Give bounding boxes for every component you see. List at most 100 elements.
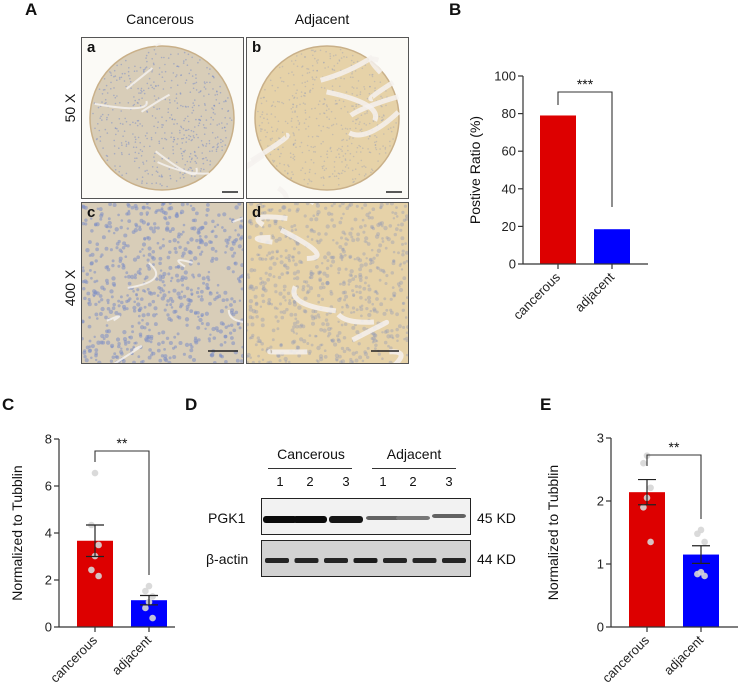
nucleus (136, 288, 140, 292)
nucleus (102, 89, 105, 91)
nucleus (184, 117, 187, 120)
nucleus (157, 84, 160, 87)
nucleus (158, 73, 161, 76)
nucleus (111, 355, 116, 360)
nucleus (226, 123, 228, 125)
nucleus (216, 283, 220, 287)
nucleus (190, 139, 193, 142)
nucleus (313, 50, 316, 53)
nucleus (97, 106, 100, 109)
nucleus (240, 235, 243, 240)
nucleus (329, 289, 333, 293)
nucleus (172, 152, 175, 155)
nucleus (141, 220, 146, 225)
nucleus (197, 315, 200, 319)
nucleus (141, 242, 147, 247)
nucleus (323, 169, 326, 171)
nucleus (383, 330, 388, 334)
nucleus (329, 146, 332, 149)
nucleus (203, 133, 206, 135)
nucleus (292, 255, 295, 259)
band-actin (294, 558, 319, 563)
stroma (125, 67, 154, 90)
nucleus (180, 254, 185, 258)
nucleus (181, 158, 184, 160)
nucleus (270, 302, 274, 306)
nucleus (117, 344, 121, 349)
x-tick-label: cancerous (510, 269, 563, 322)
nucleus (145, 203, 149, 205)
nucleus (185, 136, 188, 139)
nucleus (331, 255, 336, 260)
nucleus (85, 272, 89, 276)
nucleus (166, 185, 168, 188)
nucleus (190, 158, 193, 161)
nucleus (123, 233, 128, 238)
nucleus (292, 339, 297, 344)
nucleus (292, 259, 295, 262)
nucleus (371, 336, 376, 341)
nucleus (250, 322, 255, 327)
ihc-image-c: c (81, 202, 244, 364)
nucleus (124, 117, 126, 120)
nucleus (172, 140, 175, 143)
nucleus (194, 82, 196, 85)
nucleus (216, 124, 218, 126)
nucleus (351, 289, 355, 293)
nucleus (125, 307, 129, 311)
stroma (177, 259, 193, 268)
nucleus (359, 295, 363, 300)
nucleus (291, 95, 294, 97)
nucleus (263, 281, 267, 285)
nucleus (320, 130, 322, 132)
nucleus (134, 157, 136, 160)
nucleus (196, 157, 199, 159)
nucleus (322, 285, 326, 290)
nucleus (339, 296, 342, 300)
nucleus (402, 218, 407, 222)
nucleus (389, 203, 394, 206)
nucleus (98, 312, 103, 316)
nucleus (159, 269, 163, 272)
nucleus (254, 343, 258, 347)
tile-label: a (87, 39, 96, 56)
nucleus (326, 153, 328, 155)
nucleus (278, 66, 281, 69)
nucleus (350, 274, 353, 277)
nucleus (365, 306, 369, 311)
nucleus (315, 359, 319, 362)
nucleus (292, 103, 295, 106)
nucleus (180, 147, 182, 150)
ihc-image-a: a (81, 37, 244, 199)
nucleus (276, 100, 279, 103)
nucleus (234, 310, 239, 315)
nucleus (149, 340, 153, 344)
panel-label-a: A (25, 0, 38, 19)
nucleus (142, 289, 146, 293)
nucleus (247, 354, 249, 359)
nucleus (255, 301, 259, 305)
nucleus (134, 141, 137, 143)
nucleus (216, 144, 219, 146)
nucleus (277, 236, 282, 242)
nucleus (336, 337, 340, 342)
nucleus (257, 339, 262, 343)
nucleus (363, 175, 366, 177)
y-tick-label: 60 (502, 144, 516, 159)
nucleus (161, 330, 166, 335)
nucleus (346, 238, 350, 242)
nucleus (381, 119, 383, 121)
nucleus (329, 53, 331, 55)
nucleus (301, 82, 304, 84)
nucleus (360, 114, 363, 116)
nucleus (317, 300, 321, 304)
nucleus (196, 325, 201, 330)
nucleus (228, 331, 233, 335)
nucleus (231, 341, 236, 346)
nucleus (198, 235, 202, 238)
nucleus (293, 155, 296, 158)
nucleus (169, 117, 171, 119)
nucleus (335, 123, 338, 125)
nucleus (152, 62, 155, 65)
nucleus (104, 88, 106, 91)
